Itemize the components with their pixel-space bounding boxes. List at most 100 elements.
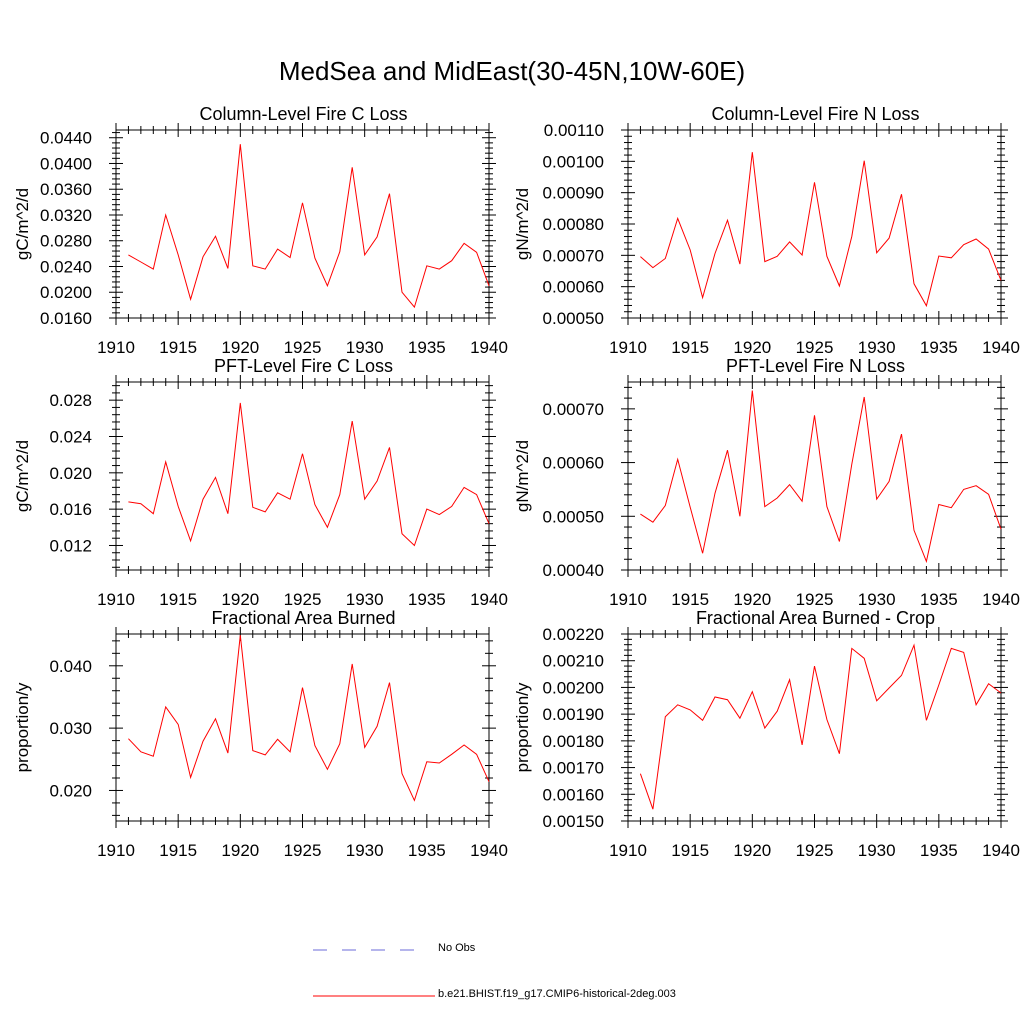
series-line-model	[128, 144, 490, 309]
x-tick-label: 1930	[858, 590, 896, 609]
x-tick-label: 1920	[733, 338, 771, 357]
legend-item-model: b.e21.BHIST.f19_g17.CMIP6-historical-2de…	[310, 988, 676, 1004]
plot-frame	[627, 381, 1002, 571]
y-tick-label: 0.0360	[40, 180, 92, 199]
y-tick-label: 0.00070	[543, 400, 604, 419]
y-tick-label: 0.0240	[40, 257, 92, 276]
y-tick-label: 0.028	[49, 391, 92, 410]
x-tick-label: 1910	[609, 841, 647, 860]
plot-frame	[627, 129, 1002, 319]
y-tick-label: 0.00170	[543, 759, 604, 778]
panel-title: Fractional Area Burned - Crop	[696, 608, 935, 628]
x-tick-label: 1925	[796, 841, 834, 860]
panel-2: 1910 1915 1920 1925 1930 1935 1940 0.00050 0.000…	[513, 104, 1020, 357]
x-tick-label: 1940	[470, 841, 508, 860]
figure-title: MedSea and MidEast(30-45N,10W-60E)	[278, 56, 746, 86]
y-tick-label: 0.00080	[543, 215, 604, 234]
legend-label-model: b.e21.BHIST.f19_g17.CMIP6-historical-2de…	[438, 988, 676, 1000]
y-tick-label: 0.024	[49, 427, 92, 446]
panel-1: 1910 1915 1920 1925 1930 1935 1940 0.0160 0.0200…	[13, 104, 508, 357]
series-line-model	[640, 390, 1002, 564]
y-tick-label: 0.00200	[543, 678, 604, 697]
x-tick-label: 1940	[982, 590, 1020, 609]
y-tick-label: 0.0400	[40, 154, 92, 173]
panel-3: 1910 1915 1920 1925 1930 1935 1940 0.012 0.016 0.…	[13, 356, 508, 609]
panel-title: Column-Level Fire C Loss	[199, 104, 407, 124]
y-tick-label: 0.0280	[40, 232, 92, 251]
x-tick-label: 1935	[408, 590, 446, 609]
y-axis-label: gN/m^2/d	[513, 188, 532, 260]
y-tick-label: 0.00220	[543, 625, 604, 644]
x-tick-label: 1915	[671, 338, 709, 357]
y-tick-label: 0.040	[49, 657, 92, 676]
panel-title: Column-Level Fire N Loss	[711, 104, 919, 124]
x-tick-label: 1925	[284, 590, 322, 609]
y-tick-label: 0.00100	[543, 152, 604, 171]
x-tick-label: 1930	[346, 841, 384, 860]
y-tick-label: 0.020	[49, 781, 92, 800]
x-tick-label: 1910	[609, 590, 647, 609]
y-tick-label: 0.030	[49, 719, 92, 738]
y-tick-label: 0.012	[49, 536, 92, 555]
legend-label-no-obs: No Obs	[438, 942, 476, 954]
x-tick-label: 1935	[408, 841, 446, 860]
y-tick-label: 0.016	[49, 500, 92, 519]
y-tick-label: 0.0200	[40, 283, 92, 302]
y-tick-label: 0.020	[49, 464, 92, 483]
y-axis-label: proportion/y	[13, 682, 32, 772]
legend-swatch-solid	[313, 995, 435, 997]
panel-5: 1910 1915 1920 1925 1930 1935 1940 0.020 0.030 0.…	[13, 608, 508, 860]
y-tick-label: 0.00040	[543, 561, 604, 580]
y-axis-label: gN/m^2/d	[513, 440, 532, 512]
x-tick-label: 1940	[982, 841, 1020, 860]
x-tick-label: 1925	[796, 338, 834, 357]
plot-frame	[627, 633, 1002, 822]
x-tick-label: 1910	[97, 338, 135, 357]
x-tick-label: 1920	[221, 338, 259, 357]
y-tick-label: 0.00150	[543, 812, 604, 831]
x-tick-label: 1920	[733, 841, 771, 860]
legend-swatch-dashed	[313, 949, 428, 951]
y-tick-label: 0.00210	[543, 652, 604, 671]
x-tick-label: 1935	[920, 338, 958, 357]
panel-title: Fractional Area Burned	[211, 608, 395, 628]
x-tick-label: 1910	[97, 590, 135, 609]
panel-title: PFT-Level Fire N Loss	[726, 356, 905, 376]
legend-item-no-obs: No Obs	[310, 942, 475, 958]
x-tick-label: 1940	[470, 590, 508, 609]
x-tick-label: 1910	[97, 841, 135, 860]
y-tick-label: 0.00190	[543, 705, 604, 724]
x-tick-label: 1930	[346, 590, 384, 609]
series-line-model	[128, 635, 490, 802]
y-axis-label: proportion/y	[513, 682, 532, 772]
plot-frame	[115, 129, 490, 319]
series-line-model	[128, 402, 490, 547]
y-tick-label: 0.00050	[543, 309, 604, 328]
y-tick-label: 0.0440	[40, 129, 92, 148]
x-tick-label: 1925	[796, 590, 834, 609]
y-tick-label: 0.00060	[543, 454, 604, 473]
panel-4: 1910 1915 1920 1925 1930 1935 1940 0.00040 0.000…	[513, 356, 1020, 609]
x-tick-label: 1930	[346, 338, 384, 357]
x-tick-label: 1915	[159, 841, 197, 860]
y-tick-label: 0.00110	[544, 121, 604, 140]
x-tick-label: 1915	[671, 590, 709, 609]
y-axis-label: gC/m^2/d	[13, 188, 32, 260]
y-tick-label: 0.00160	[543, 785, 604, 804]
x-tick-label: 1930	[858, 338, 896, 357]
x-tick-label: 1920	[221, 590, 259, 609]
panel-6: 1910 1915 1920 1925 1930 1935 1940 0.00150 0.001…	[513, 608, 1020, 860]
plot-frame	[115, 381, 490, 571]
y-tick-label: 0.00050	[543, 507, 604, 526]
x-tick-label: 1915	[159, 590, 197, 609]
x-tick-label: 1940	[470, 338, 508, 357]
plot-frame	[115, 633, 490, 822]
x-tick-label: 1935	[920, 841, 958, 860]
x-tick-label: 1935	[408, 338, 446, 357]
x-tick-label: 1910	[609, 338, 647, 357]
series-line-model	[639, 643, 1002, 810]
x-tick-label: 1920	[221, 841, 259, 860]
panel-title: PFT-Level Fire C Loss	[214, 356, 393, 376]
y-tick-label: 0.00070	[543, 246, 604, 265]
